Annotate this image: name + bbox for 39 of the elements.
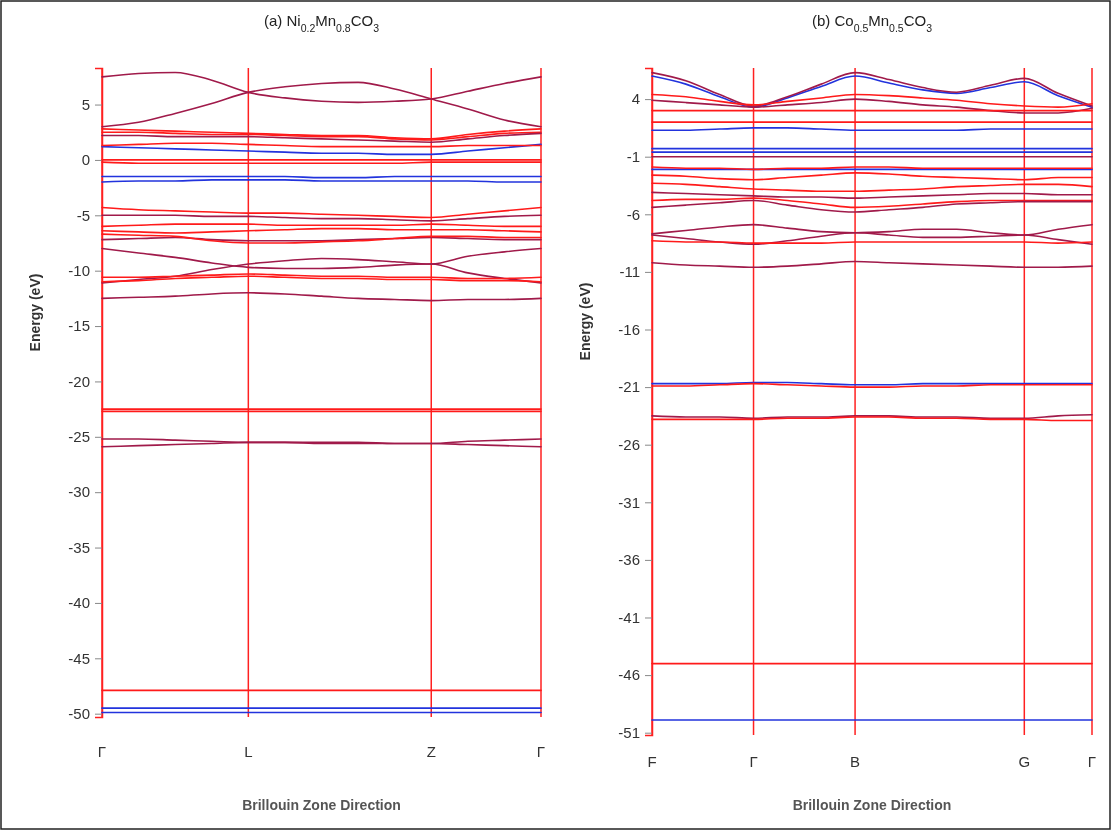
y-tick-label: -35 xyxy=(68,538,90,556)
y-tick-label: -10 xyxy=(68,261,90,279)
x-tick-label: Γ xyxy=(97,743,107,760)
chart-title: (a) Ni$_{0.2}$Mn$_{0.8}$CO$_{3}$ xyxy=(263,12,380,34)
y-axis-title: Energy (eV) xyxy=(577,282,593,361)
y-tick-label: -11 xyxy=(619,263,640,281)
y-tick-label: -26 xyxy=(618,436,640,453)
y-tick-label: -46 xyxy=(618,666,640,684)
y-tick-label: -31 xyxy=(618,493,640,511)
y-tick-label: -36 xyxy=(618,551,640,569)
x-tick-label: Γ xyxy=(749,753,758,770)
y-axis-title: Energy (eV) xyxy=(27,273,43,352)
y-tick-label: 4 xyxy=(631,90,640,108)
x-tick-label: L xyxy=(244,743,253,760)
y-tick-label: -40 xyxy=(68,594,90,612)
y-tick-label: 5 xyxy=(81,95,90,113)
y-tick-label: -20 xyxy=(68,372,90,390)
y-tick-label: -1 xyxy=(626,148,640,165)
y-tick-label: -5 xyxy=(76,206,90,224)
x-tick-label: G xyxy=(1018,753,1031,770)
y-tick-label: -16 xyxy=(618,320,640,338)
y-tick-label: -21 xyxy=(618,378,640,396)
x-tick-label: Γ xyxy=(1087,753,1097,770)
x-tick-label: F xyxy=(647,753,657,770)
y-tick-label: -41 xyxy=(618,608,640,626)
y-tick-label: -51 xyxy=(618,724,640,741)
y-tick-label: 0 xyxy=(81,151,90,169)
y-tick-label: -50 xyxy=(68,704,90,722)
x-tick-label: Γ xyxy=(536,743,546,760)
x-axis-title: Brillouin Zone Direction xyxy=(792,797,952,813)
y-tick-label: -15 xyxy=(68,317,90,335)
y-tick-label: -6 xyxy=(626,205,640,223)
x-tick-label: Z xyxy=(426,743,436,760)
y-tick-label: -25 xyxy=(68,428,90,446)
y-tick-label: -45 xyxy=(68,649,90,667)
chart-title: (b) Co$_{0.5}$Mn$_{0.5}$CO$_{3}$ xyxy=(811,12,933,34)
x-tick-label: B xyxy=(850,753,861,770)
y-tick-label: -30 xyxy=(68,483,90,501)
x-axis-title: Brillouin Zone Direction xyxy=(242,797,401,813)
